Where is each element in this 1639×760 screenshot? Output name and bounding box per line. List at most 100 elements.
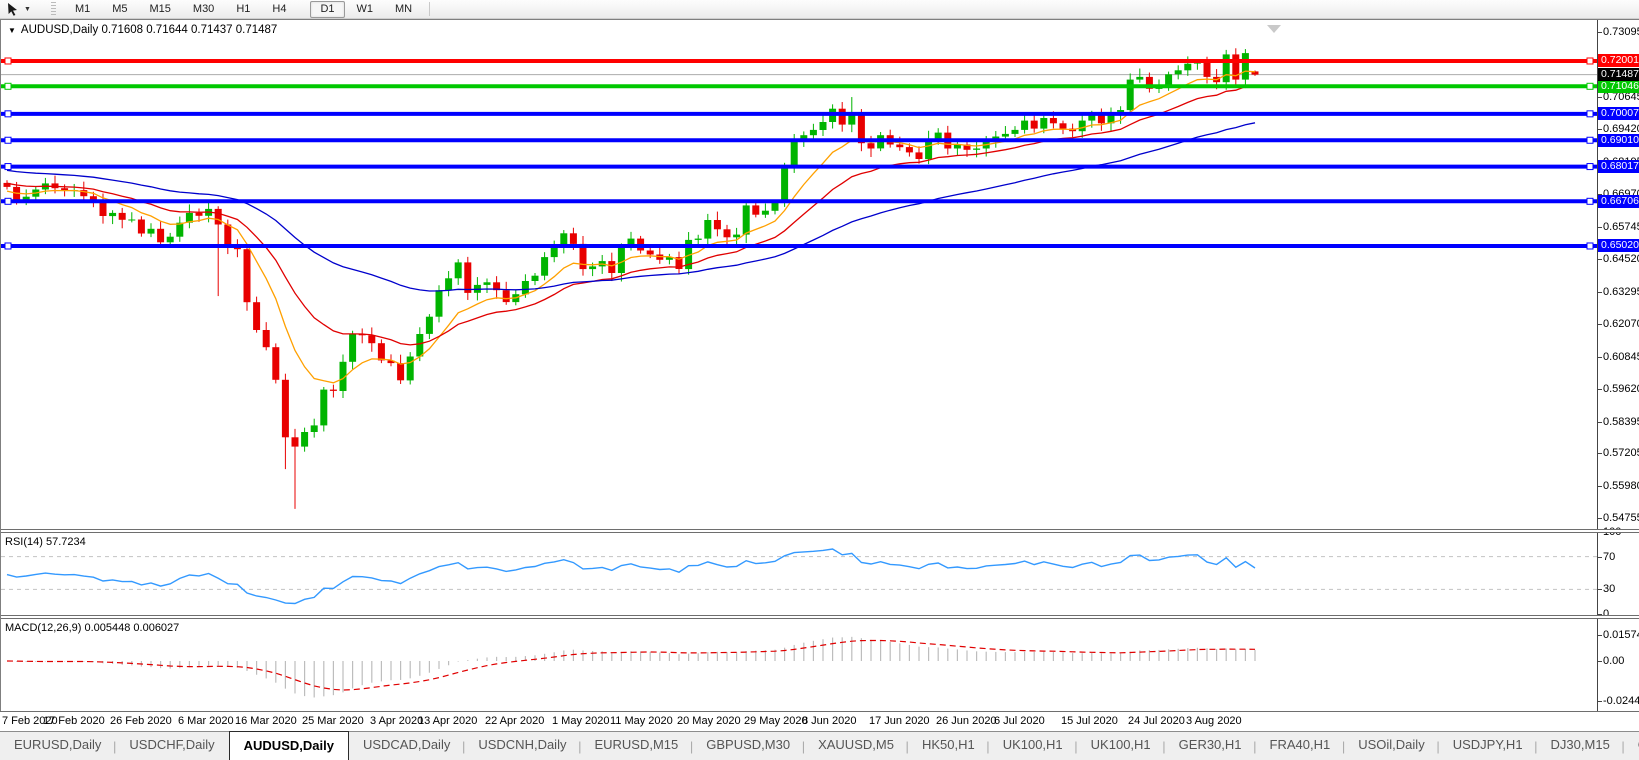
tab-uk100-h1[interactable]: UK100,H1 | xyxy=(1002,737,1078,754)
rsi-indicator-label: RSI(14) 57.7234 xyxy=(5,536,86,548)
timeframe-button-m1[interactable]: M1 xyxy=(74,3,91,15)
cursor-tool-icon[interactable] xyxy=(6,2,22,16)
timeframe-button-mn[interactable]: MN xyxy=(395,3,413,15)
rsi-scale-label: 30 xyxy=(1603,583,1616,595)
candle xyxy=(1241,53,1249,80)
candle xyxy=(397,363,405,381)
candle xyxy=(224,224,232,247)
price-axis[interactable]: 0.73095 0.71870 0.70645 0.69420 0.68195 … xyxy=(1598,20,1639,711)
candle xyxy=(1011,129,1019,134)
price-axis-tick: 0.55980 xyxy=(1603,480,1639,492)
candle xyxy=(1001,133,1009,137)
candle xyxy=(608,261,616,273)
tab-usdcnh-daily[interactable]: USDCNH,Daily | xyxy=(478,737,582,754)
tab-separator: | xyxy=(1162,739,1166,754)
candle xyxy=(329,389,337,391)
tab-eurusd-daily[interactable]: EURUSD,Daily | xyxy=(14,737,117,754)
candle xyxy=(128,219,136,221)
candle xyxy=(790,141,798,169)
date-axis-label: 6 Mar 2020 xyxy=(178,715,234,727)
tab-usdchf-daily[interactable]: USDCHF,Daily xyxy=(129,737,215,752)
candle xyxy=(435,290,443,317)
candle xyxy=(137,219,145,234)
tab-ger30-h1[interactable]: GER30,H1 | xyxy=(1178,737,1257,754)
tab-dj30-m15[interactable]: DJ30,M15 | xyxy=(1550,737,1625,754)
date-axis-label: 16 Mar 2020 xyxy=(235,715,297,727)
candle xyxy=(925,139,933,160)
tab-china300-h4[interactable]: CHINA300,H4| xyxy=(1624,732,1639,760)
line-price-label: 0.70007 xyxy=(1598,107,1639,120)
timeframe-button-d1[interactable]: D1 xyxy=(310,1,345,18)
candle xyxy=(1251,71,1259,75)
candle xyxy=(166,236,174,243)
tab-separator: | xyxy=(1074,739,1078,754)
macd-scale-label: 0.015741 xyxy=(1603,629,1639,641)
candle xyxy=(195,212,203,216)
tab-usoil-daily[interactable]: USOil,Daily | xyxy=(1358,737,1440,754)
tab-eurusd-m15[interactable]: EURUSD,M15 | xyxy=(594,737,694,754)
candle xyxy=(675,257,683,269)
toolbar-separator xyxy=(429,2,431,16)
candle xyxy=(310,425,318,432)
tab-usdjpy-h1[interactable]: USDJPY,H1 | xyxy=(1452,737,1538,754)
chart-plot-area[interactable] xyxy=(1,20,1598,711)
date-axis-label: 3 Apr 2020 xyxy=(370,715,424,727)
line-price-label: 0.72001 xyxy=(1598,54,1639,67)
date-axis-label: 20 May 2020 xyxy=(677,715,741,727)
toolbar-grip-handle[interactable] xyxy=(50,2,56,16)
price-axis-tick: 0.70645 xyxy=(1603,91,1639,103)
candle xyxy=(464,262,472,293)
candle xyxy=(1078,120,1086,132)
date-axis-label: 15 Jul 2020 xyxy=(1061,715,1118,727)
candle xyxy=(262,330,270,348)
chart-shift-marker[interactable] xyxy=(1267,25,1281,33)
tab-separator: | xyxy=(1253,739,1257,754)
rsi-scale-label: 70 xyxy=(1603,551,1616,563)
date-axis-label: 17 Jun 2020 xyxy=(869,715,930,727)
candle xyxy=(445,278,453,291)
line-price-label: 0.68017 xyxy=(1598,160,1639,173)
timeframe-button-m5[interactable]: M5 xyxy=(112,3,128,15)
rsi-splitter[interactable] xyxy=(1,529,1639,533)
candle xyxy=(857,114,865,144)
candle xyxy=(1184,63,1192,71)
candle xyxy=(454,262,462,279)
tab-xauusd-m5[interactable]: XAUUSD,M5 | xyxy=(818,737,909,754)
tab-gbpusd-m30[interactable]: GBPUSD,M30 | xyxy=(706,737,806,754)
chart-title: ▼ AUDUSD,Daily 0.71608 0.71644 0.71437 0.… xyxy=(8,24,277,36)
tab-hk50-h1[interactable]: HK50,H1 | xyxy=(921,737,990,754)
candle xyxy=(1030,120,1038,129)
date-axis-label: 29 May 2020 xyxy=(744,715,808,727)
price-axis-tick: 0.73095 xyxy=(1603,26,1639,38)
ma-line-slow xyxy=(6,122,1256,292)
candle xyxy=(176,222,184,237)
tab-fra40-h1[interactable]: FRA40,H1 | xyxy=(1269,737,1346,754)
candle xyxy=(493,282,501,291)
candle xyxy=(22,196,30,202)
tab-audusd-daily[interactable]: AUDUSD,Daily xyxy=(228,731,349,760)
tab-usdcad-daily[interactable]: USDCAD,Daily | xyxy=(362,737,466,754)
rsi-line xyxy=(6,548,1256,605)
candle xyxy=(368,335,376,344)
timeframe-button-h4[interactable]: H4 xyxy=(272,3,287,15)
candle xyxy=(896,144,904,148)
price-axis-border xyxy=(1597,20,1598,711)
chart-window[interactable]: ▼ AUDUSD,Daily 0.71608 0.71644 0.71437 0.… xyxy=(0,19,1639,731)
collapse-chart-icon[interactable]: ▼ xyxy=(8,26,16,35)
tab-separator: | xyxy=(1534,739,1538,754)
macd-splitter[interactable] xyxy=(1,615,1639,619)
date-axis-label: 26 Feb 2020 xyxy=(110,715,172,727)
price-axis-tick: 0.63295 xyxy=(1603,286,1639,298)
candle xyxy=(483,282,491,285)
timeframe-button-m30[interactable]: M30 xyxy=(192,3,215,15)
date-axis[interactable]: 7 Feb 2020 17 Feb 2020 26 Feb 2020 6 Mar 20… xyxy=(0,711,1639,731)
candle xyxy=(531,275,539,281)
cursor-tool-dropdown-icon[interactable]: ▼ xyxy=(24,5,31,13)
timeframe-button-w1[interactable]: W1 xyxy=(356,3,374,15)
candle xyxy=(713,220,721,230)
timeframe-button-h1[interactable]: H1 xyxy=(236,3,251,15)
tab-uk100-h1[interactable]: UK100,H1 | xyxy=(1090,737,1166,754)
timeframe-button-m15[interactable]: M15 xyxy=(149,3,171,15)
candle xyxy=(425,316,433,334)
candle xyxy=(185,212,193,223)
